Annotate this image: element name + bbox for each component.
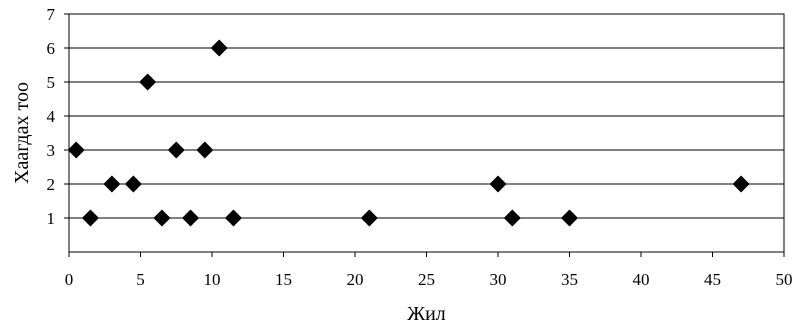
data-point-diamond (360, 209, 378, 227)
data-point-diamond (561, 209, 578, 227)
y-tick-label: 7 (47, 5, 56, 24)
data-point-diamond (732, 175, 750, 193)
data-point-diamond (167, 141, 185, 159)
plot-area-frame (68, 13, 785, 253)
data-point-diamond (81, 209, 99, 227)
y-axis-title: Хаагдах тоо (11, 82, 33, 184)
data-point-diamond (139, 73, 157, 91)
y-tick-label: 1 (47, 209, 56, 228)
x-tick-label: 10 (204, 270, 221, 289)
data-point-diamond (67, 141, 85, 159)
x-tick-label: 45 (704, 270, 721, 289)
data-point-diamond (103, 175, 121, 193)
x-tick-label: 25 (418, 270, 435, 289)
data-point-diamond (153, 209, 171, 227)
x-tick-label: 5 (136, 270, 145, 289)
data-point-diamond (196, 141, 214, 159)
x-tick-label: 35 (561, 270, 578, 289)
data-points (67, 39, 750, 227)
y-tick-label: 2 (47, 175, 56, 194)
x-tick-label: 50 (776, 270, 793, 289)
data-point-diamond (182, 209, 200, 227)
data-point-diamond (210, 39, 228, 57)
y-tick-label: 5 (47, 73, 56, 92)
data-point-diamond (124, 175, 142, 193)
x-tick-label: 20 (347, 270, 364, 289)
x-tick-label: 40 (633, 270, 650, 289)
y-tick-label: 3 (47, 141, 56, 160)
y-tick-label: 6 (47, 39, 56, 58)
gridlines (69, 13, 784, 219)
data-point-diamond (224, 209, 242, 227)
x-tick-label: 15 (275, 270, 292, 289)
axes (64, 13, 785, 257)
data-point-diamond (503, 209, 521, 227)
x-tick-label: 0 (65, 270, 74, 289)
x-tick-label: 30 (490, 270, 507, 289)
data-point-diamond (489, 175, 507, 193)
x-axis-title: Жил (407, 303, 446, 325)
y-tick-label: 4 (47, 107, 56, 126)
